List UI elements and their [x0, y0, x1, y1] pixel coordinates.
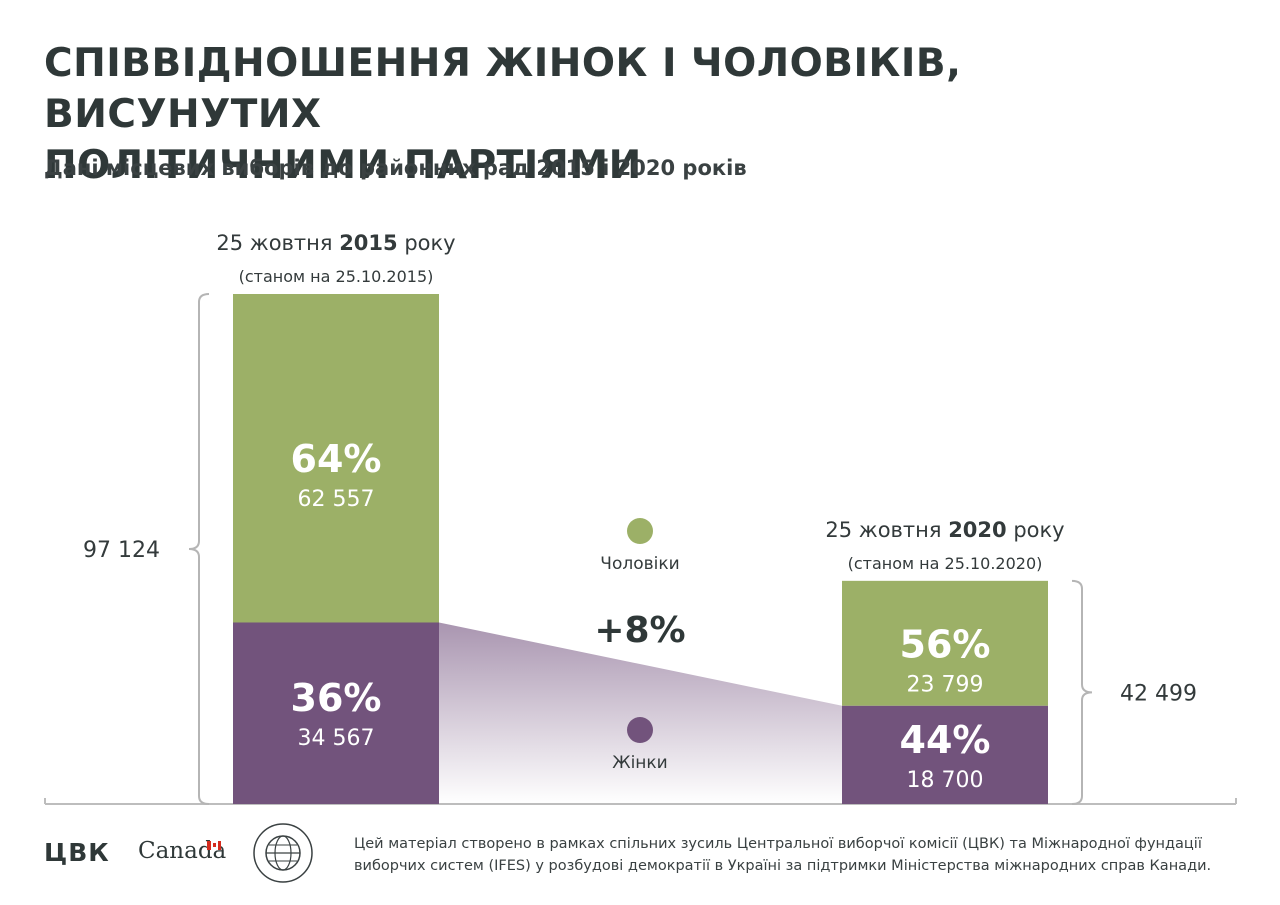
category-note-2015: (станом на 25.10.2015): [239, 267, 434, 286]
title-line-2: ПОЛІТИЧНИМИ ПАРТІЯМИ: [44, 143, 642, 188]
category-label-2020: 25 жовтня 2020 року: [825, 518, 1064, 542]
bar-women-2015: [233, 622, 439, 804]
percent-label-women-2020: 44%: [900, 718, 991, 762]
footer-note-line-2: виборчих систем (IFES) у розбудові демок…: [354, 858, 1212, 874]
footer-note: Цей матеріал створено в рамках спільних …: [354, 833, 1254, 877]
legend-label-women: Жінки: [612, 753, 667, 773]
cvk-logo: ЦВК: [44, 838, 110, 867]
value-label-men-2020: 23 799: [907, 672, 984, 697]
value-label-women-2020: 18 700: [907, 768, 984, 793]
legend-label-men: Чоловіки: [600, 554, 679, 574]
canada-flag-icon: [207, 841, 221, 850]
category-label-2015: 25 жовтня 2015 року: [216, 231, 455, 255]
legend-marker-women: [627, 717, 653, 743]
value-label-women-2015: 34 567: [298, 726, 375, 751]
bar-men-2020: [842, 580, 1048, 706]
category-note-2020: (станом на 25.10.2020): [848, 554, 1043, 573]
ifes-seal-icon: [253, 823, 313, 883]
percent-label-men-2020: 56%: [900, 622, 991, 666]
total-bracket-2020: [1071, 579, 1093, 805]
total-label-2020: 42 499: [1120, 681, 1197, 706]
subtitle: Дані місцевих виборів до районних рад 20…: [44, 156, 747, 180]
total-label-2015: 97 124: [83, 538, 160, 563]
value-label-men-2015: 62 557: [298, 487, 375, 512]
title-line-1: СПІВВІДНОШЕННЯ ЖІНОК І ЧОЛОВІКІВ, ВИСУНУ…: [44, 41, 962, 137]
bar-men-2015: [233, 294, 439, 623]
change-annotation: +8%: [594, 610, 685, 651]
legend-marker-men: [627, 518, 653, 544]
footer-note-line-1: Цей матеріал створено в рамках спільних …: [354, 836, 1202, 852]
total-bracket-2015: [188, 293, 210, 805]
women-change-wedge: [439, 622, 842, 804]
page-title: СПІВВІДНОШЕННЯ ЖІНОК І ЧОЛОВІКІВ, ВИСУНУ…: [44, 38, 1244, 191]
percent-label-men-2015: 64%: [291, 437, 382, 481]
bar-women-2020: [842, 705, 1048, 804]
percent-label-women-2015: 36%: [291, 676, 382, 720]
